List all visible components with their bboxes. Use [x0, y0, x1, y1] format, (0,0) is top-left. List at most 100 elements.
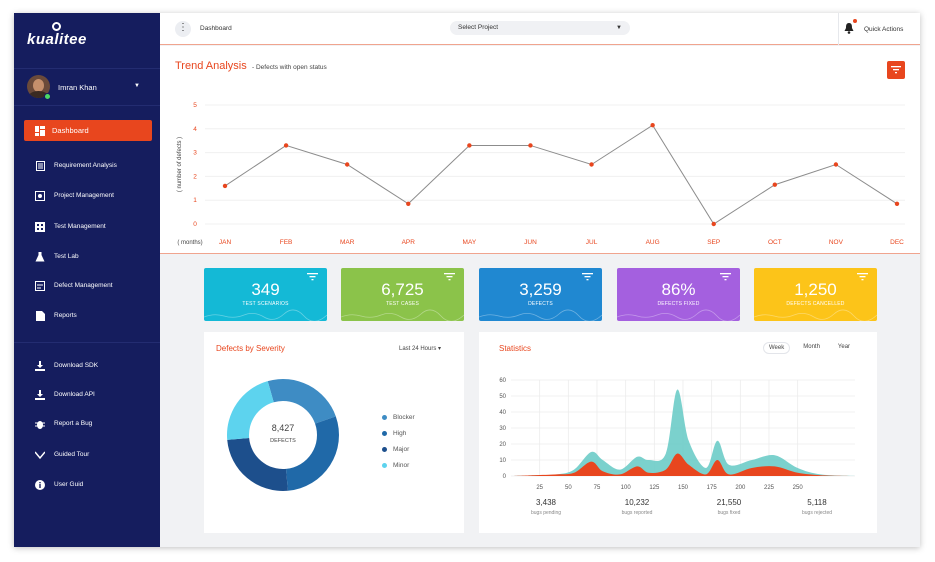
- data-point: [650, 123, 655, 128]
- filter-icon[interactable]: [444, 273, 455, 281]
- stat-value: 21,550: [716, 498, 742, 507]
- y-tick-label: 50: [499, 394, 506, 400]
- stat-value: 5,118: [807, 498, 827, 507]
- x-tick-label: 150: [678, 485, 689, 491]
- project-icon: [35, 190, 45, 201]
- y-axis-label: ( number of defects ): [177, 137, 183, 192]
- reports-icon: [35, 310, 45, 321]
- flask-icon: [35, 251, 45, 262]
- stat-card-defects-fixed[interactable]: 86% DEFECTS FIXED: [617, 268, 740, 321]
- card-sparkline: [341, 309, 464, 321]
- sidebar-item-dashboard[interactable]: Dashboard: [24, 120, 152, 141]
- x-tick-label: SEP: [707, 239, 720, 246]
- guided-tour-icon: [35, 450, 45, 460]
- data-point: [222, 183, 228, 189]
- trend-analysis-panel: Trend Analysis - Defects with open statu…: [160, 46, 920, 254]
- x-tick-label: 50: [565, 485, 572, 491]
- chevron-down-icon: ▼: [616, 25, 622, 31]
- card-sparkline: [479, 309, 602, 321]
- data-point: [283, 143, 289, 148]
- filter-icon[interactable]: [857, 273, 868, 281]
- divider: [838, 13, 839, 45]
- data-point: [467, 143, 472, 148]
- more-vertical-icon[interactable]: ⋮: [175, 21, 191, 37]
- sidebar-item-test-management[interactable]: Test Management: [24, 216, 152, 237]
- card-label: DEFECTS FIXED: [657, 301, 700, 307]
- y-tick-label: 1: [193, 197, 197, 204]
- card-sparkline: [617, 309, 740, 321]
- area-series-2: [511, 453, 855, 476]
- range-tabs: Week Month Year: [763, 342, 863, 354]
- tab-month[interactable]: Month: [803, 344, 820, 350]
- sidebar-item-reports[interactable]: Reports: [24, 305, 152, 326]
- sidebar-item-label: Reports: [54, 312, 77, 319]
- data-point: [711, 221, 716, 227]
- stat-card-test-cases[interactable]: 6,725 TEST CASES: [341, 268, 464, 321]
- legend-swatch: [382, 463, 387, 468]
- y-tick-label: 4: [193, 126, 197, 133]
- filter-icon[interactable]: [720, 273, 731, 281]
- card-value: 86%: [661, 280, 696, 299]
- period-dropdown[interactable]: Last 24 Hours ▾: [399, 346, 442, 352]
- stat-card-test-scenarios[interactable]: 349 TEST SCENARIOS: [204, 268, 327, 321]
- severity-title: Defects by Severity: [216, 344, 285, 353]
- statistics-area-chart: 0 10 20 30 40 50 60 25 50 75 100 125 150 175 200 225 250: [499, 378, 855, 491]
- donut-slice-high: [285, 416, 339, 491]
- user-menu[interactable]: Imran Khan ▼: [14, 68, 160, 106]
- filter-button[interactable]: [887, 61, 905, 79]
- sidebar-item-label: Download API: [54, 391, 95, 398]
- sidebar-item-label: Test Lab: [54, 253, 79, 260]
- sidebar-item-guided-tour[interactable]: Guided Tour: [24, 444, 152, 465]
- sidebar-item-user-guid[interactable]: User Guid: [24, 474, 152, 495]
- x-tick-label: 125: [649, 485, 660, 491]
- bell-icon[interactable]: [844, 23, 854, 34]
- chevron-down-icon: ▾: [438, 346, 442, 352]
- y-tick-label: 0: [193, 221, 197, 228]
- app-logo[interactable]: kualitee: [27, 22, 87, 48]
- filter-icon[interactable]: [307, 273, 318, 281]
- sidebar-item-label: Report a Bug: [54, 420, 93, 427]
- card-value: 349: [251, 280, 280, 299]
- y-tick-label: 60: [499, 378, 506, 384]
- filter-icon[interactable]: [582, 273, 593, 281]
- sidebar-item-download-sdk[interactable]: Download SDK: [24, 355, 152, 376]
- chevron-down-icon: ▼: [134, 83, 140, 89]
- donut-center-label: DEFECTS: [270, 438, 296, 444]
- x-axis-label: ( months): [177, 240, 202, 246]
- sidebar-item-project-management[interactable]: Project Management: [24, 185, 152, 206]
- statistics-title: Statistics: [499, 344, 532, 353]
- data-point: [772, 182, 778, 187]
- tab-year[interactable]: Year: [837, 344, 851, 350]
- sidebar-item-label: Test Management: [54, 223, 106, 230]
- sidebar-item-label: Download SDK: [54, 362, 99, 369]
- donut-slice-minor: [227, 381, 274, 440]
- project-select[interactable]: Select Project ▼: [450, 21, 630, 35]
- requirements-icon: [35, 160, 45, 171]
- sidebar-item-requirement-analysis[interactable]: Requirement Analysis: [24, 155, 152, 176]
- x-tick-label: 175: [707, 485, 718, 491]
- card-label: TEST CASES: [385, 301, 420, 307]
- y-tick-label: 0: [503, 474, 507, 480]
- data-point: [406, 201, 411, 206]
- card-label: TEST SCENARIOS: [242, 301, 289, 307]
- card-sparkline: [754, 309, 877, 321]
- x-tick-label: APR: [402, 239, 416, 246]
- stat-card-defects[interactable]: 3,259 DEFECTS: [479, 268, 602, 321]
- card-label: DEFECTS: [528, 301, 553, 307]
- sidebar-item-download-api[interactable]: Download API: [24, 384, 152, 405]
- stat-bugs-pending: 3,438 bugs pending: [511, 498, 581, 516]
- trend-line-chart: 0 1 2 3 4 5 ( number of defects ) ( months) JAN F…: [177, 102, 905, 246]
- x-tick-label: 75: [594, 485, 601, 491]
- sidebar-item-defect-management[interactable]: Defect Management: [24, 275, 152, 296]
- sidebar-item-label: Defect Management: [54, 282, 113, 289]
- sidebar-item-test-lab[interactable]: Test Lab: [24, 246, 152, 267]
- stat-value: 3,438: [535, 498, 557, 507]
- stat-card-defects-cancelled[interactable]: 1,250 DEFECTS CANCELLED: [754, 268, 877, 321]
- legend-item-high: High: [382, 430, 406, 437]
- legend-swatch: [382, 447, 387, 452]
- quick-actions-button[interactable]: Quick Actions: [864, 26, 904, 33]
- filter-icon: [891, 66, 901, 74]
- legend-item-minor: Minor: [382, 462, 409, 469]
- sidebar-item-report-a-bug[interactable]: Report a Bug: [24, 413, 152, 434]
- tab-week[interactable]: Week: [763, 342, 791, 354]
